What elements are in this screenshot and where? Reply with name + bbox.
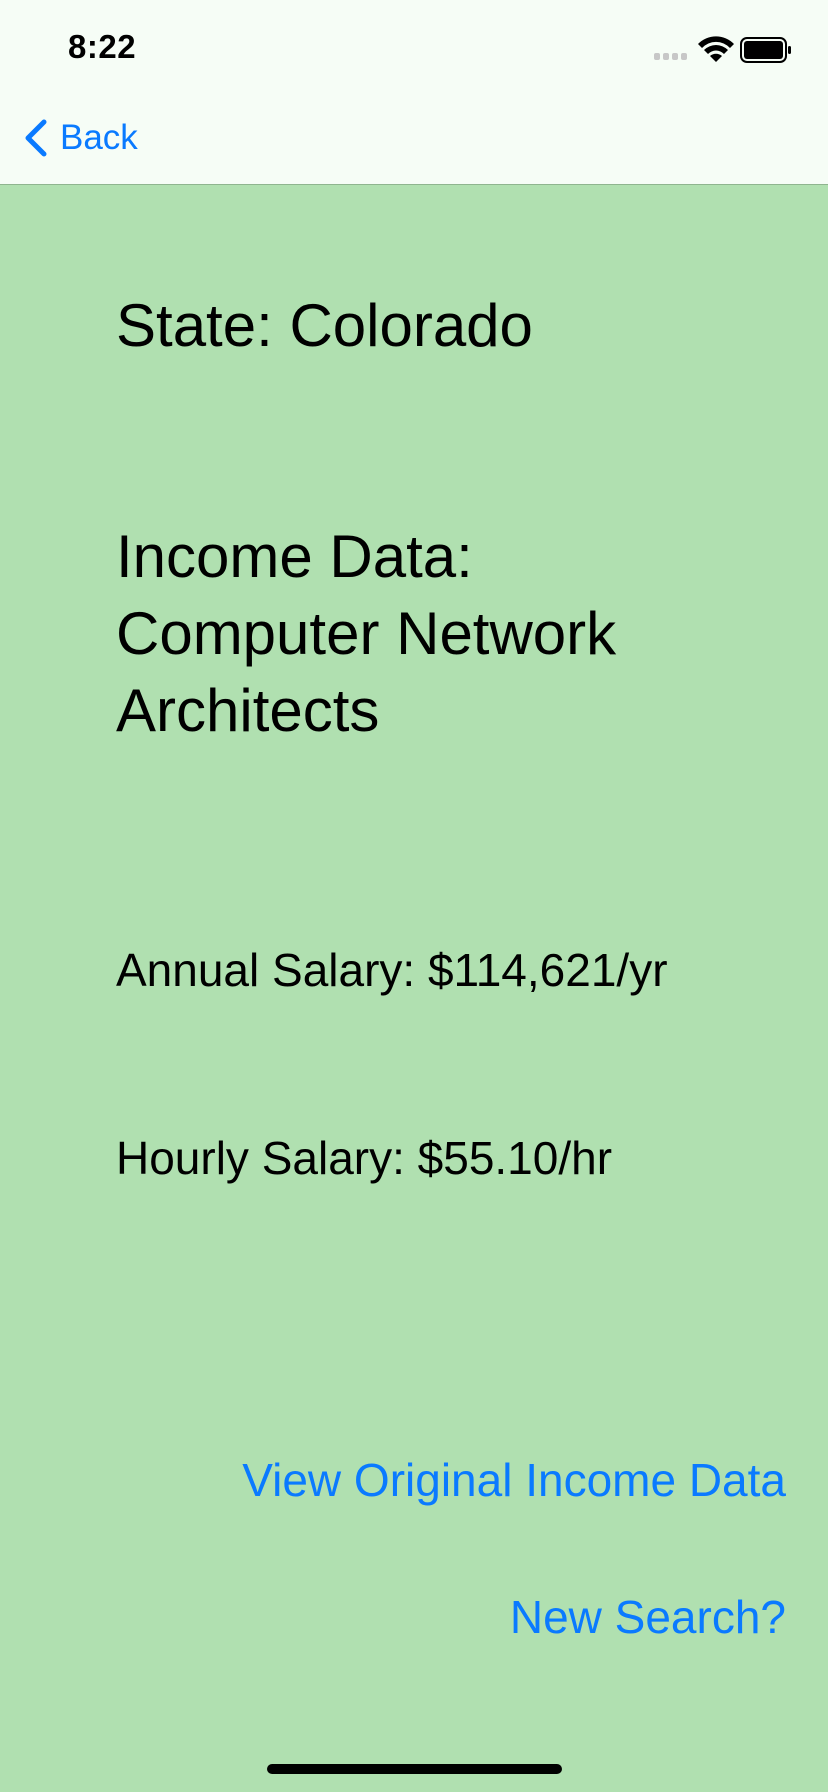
signal-icon bbox=[654, 53, 687, 60]
hourly-salary-label: Hourly Salary: $55.10/hr bbox=[116, 1132, 613, 1184]
back-label: Back bbox=[60, 118, 138, 157]
new-search-button[interactable]: New Search? bbox=[509, 1591, 786, 1643]
home-indicator bbox=[267, 1764, 562, 1774]
navigation-bar: 8:22 Back bbox=[0, 0, 828, 185]
view-original-income-data-button[interactable]: View Original Income Data bbox=[242, 1454, 786, 1506]
wifi-icon bbox=[698, 36, 734, 62]
back-button[interactable]: Back bbox=[22, 118, 138, 158]
chevron-left-icon bbox=[25, 119, 47, 157]
income-data-label: Income Data: Computer Network Architects bbox=[116, 523, 617, 744]
state-label: State: Colorado bbox=[116, 292, 533, 359]
status-time: 8:22 bbox=[68, 28, 137, 65]
annual-salary-label: Annual Salary: $114,621/yr bbox=[116, 944, 668, 996]
battery-icon bbox=[740, 37, 791, 63]
